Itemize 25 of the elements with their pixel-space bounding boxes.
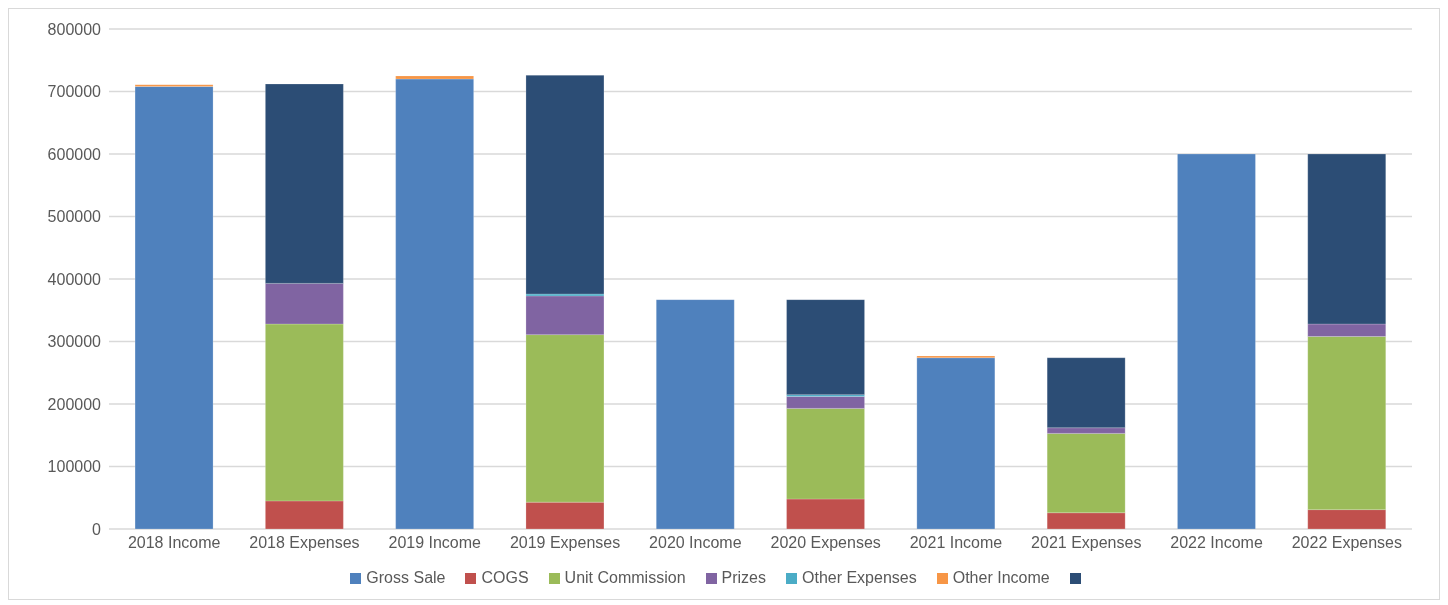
y-tick-label: 0 xyxy=(92,520,102,538)
x-tick-label: 2022 Expenses xyxy=(1291,534,1403,552)
legend-label: Unit Commission xyxy=(564,569,686,587)
y-tick-label: 500000 xyxy=(47,208,102,226)
y-tick-label: 700000 xyxy=(47,83,102,101)
legend-label: Other Expenses xyxy=(801,569,917,587)
x-tick-label: 2020 Expenses xyxy=(770,534,881,552)
legend-label: COGS xyxy=(481,569,529,587)
x-tick-label: 2021 Expenses xyxy=(1031,534,1142,552)
x-tick-label: 2019 Expenses xyxy=(509,534,621,552)
x-tick-label: 2018 Expenses xyxy=(249,534,360,552)
y-tick-label: 100000 xyxy=(47,458,102,476)
x-tick-label: 2021 Income xyxy=(909,534,1003,552)
y-tick-label: 600000 xyxy=(47,145,102,163)
x-tick-label: 2018 Income xyxy=(127,534,221,552)
y-tick-label: 300000 xyxy=(47,333,102,351)
x-tick-label: 2019 Income xyxy=(388,534,482,552)
x-tick-label: 2022 Income xyxy=(1170,534,1263,552)
y-tick-label: 800000 xyxy=(47,20,102,38)
legend-label: Prizes xyxy=(721,569,766,587)
legend-label: Other Income xyxy=(952,569,1050,587)
y-tick-label: 400000 xyxy=(47,270,102,288)
x-tick-label: 2020 Income xyxy=(649,534,742,552)
y-tick-label: 200000 xyxy=(47,395,102,413)
legend-label: Gross Sale xyxy=(366,569,446,587)
